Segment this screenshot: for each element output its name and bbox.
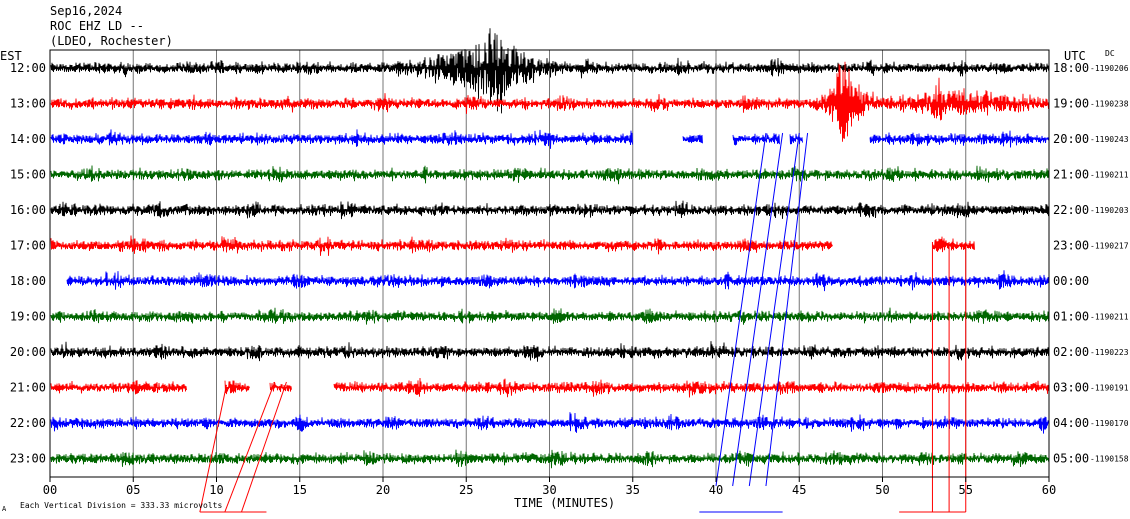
trace-row-7: [66, 270, 1049, 292]
utc-axis-label: UTC: [1064, 49, 1086, 63]
trace-row-3: [50, 129, 1049, 149]
est-axis-label: EST: [0, 49, 22, 63]
est-hour-label: 18:00: [10, 274, 46, 288]
x-tick-label: 55: [959, 483, 973, 497]
dc-label: DC: [1105, 49, 1115, 58]
dc-offset-value: -1190243: [1090, 135, 1129, 144]
artifact-line: [241, 381, 287, 513]
dc-offset-value: -1190223: [1090, 348, 1129, 357]
trace-row-5: [50, 200, 1049, 220]
utc-hour-label: 18:00: [1053, 61, 1089, 75]
dc-offset-value: -1190211: [1090, 313, 1129, 322]
est-hour-label: 15:00: [10, 168, 46, 182]
station-code: ROC EHZ LD --: [50, 19, 144, 33]
x-tick-label: 15: [293, 483, 307, 497]
scale-note: Each Vertical Division = 333.33 microvol…: [20, 501, 222, 510]
transient-artifacts: [199, 132, 967, 513]
artifact-line: [224, 381, 276, 513]
est-hour-label: 20:00: [10, 345, 46, 359]
dc-offset-value: -1190158: [1090, 455, 1129, 464]
utc-hour-label: 22:00: [1053, 203, 1089, 217]
est-hour-label: 12:00: [10, 61, 46, 75]
x-tick-label: 00: [43, 483, 57, 497]
x-tick-label: 40: [709, 483, 723, 497]
dc-offset-value: -1190211: [1090, 171, 1129, 180]
corner-mark: A: [2, 505, 7, 513]
utc-hour-label: 20:00: [1053, 132, 1089, 146]
dc-offset-value: -1190203: [1090, 206, 1129, 215]
trace-row-11: [50, 412, 1049, 434]
trace-row-12: [50, 449, 1049, 469]
trace-row-6: [50, 235, 975, 256]
dc-offset-value: -1190238: [1090, 100, 1129, 109]
station-date: Sep16,2024: [50, 4, 122, 18]
x-tick-label: 35: [626, 483, 640, 497]
utc-hour-label: 05:00: [1053, 452, 1089, 466]
est-hour-label: 13:00: [10, 97, 46, 111]
utc-hour-label: 19:00: [1053, 97, 1089, 111]
trace-row-2: [50, 61, 1049, 142]
est-hour-label: 22:00: [10, 416, 46, 430]
dc-offset-value: -1190206: [1090, 64, 1129, 73]
x-tick-label: 30: [542, 483, 556, 497]
x-tick-label: 50: [875, 483, 889, 497]
artifact-line: [199, 384, 227, 513]
x-axis-title: TIME (MINUTES): [514, 496, 615, 510]
x-tick-label: 60: [1042, 483, 1056, 497]
x-tick-label: 10: [209, 483, 223, 497]
dc-offset-value: -1190217: [1090, 242, 1129, 251]
station-location: (LDEO, Rochester): [50, 34, 173, 48]
utc-hour-label: 01:00: [1053, 310, 1089, 324]
est-hour-labels: 12:00 13:00 14:00 15:00 16:00 17:00 18:00 19:00…: [10, 61, 46, 466]
artifact-line: [748, 132, 800, 487]
trace-row-1: [50, 28, 1049, 114]
utc-hour-label: 02:00: [1053, 345, 1089, 359]
utc-hour-labels: 18:00 -1190206 19:00 -1190238 20:00 -1190243 2…: [1053, 61, 1129, 466]
artifact-line: [732, 132, 784, 487]
x-tick-labels: 00 05 10 15 20 25 30 35 40 45 50 55 60: [43, 477, 1056, 497]
dc-offset-value: -1190170: [1090, 419, 1129, 428]
dc-offset-value: -1190191: [1090, 384, 1129, 393]
x-tick-label: 05: [126, 483, 140, 497]
est-hour-label: 17:00: [10, 239, 46, 253]
est-hour-label: 23:00: [10, 452, 46, 466]
vertical-grid: [49, 50, 1050, 477]
trace-group: [50, 28, 1049, 469]
utc-hour-label: 00:00: [1053, 274, 1089, 288]
utc-hour-label: 03:00: [1053, 381, 1089, 395]
est-hour-label: 21:00: [10, 381, 46, 395]
utc-hour-label: 04:00: [1053, 416, 1089, 430]
trace-row-9: [50, 341, 1049, 362]
trace-row-10: [50, 377, 1049, 398]
utc-hour-label: 23:00: [1053, 239, 1089, 253]
artifact-line: [715, 132, 767, 487]
est-hour-label: 14:00: [10, 132, 46, 146]
est-hour-label: 19:00: [10, 310, 46, 324]
est-hour-label: 16:00: [10, 203, 46, 217]
trace-row-4: [50, 165, 1049, 185]
x-tick-label: 25: [459, 483, 473, 497]
artifact-line: [765, 132, 809, 487]
utc-hour-label: 21:00: [1053, 168, 1089, 182]
trace-row-8: [50, 307, 1049, 325]
x-tick-label: 45: [792, 483, 806, 497]
x-tick-label: 20: [376, 483, 390, 497]
